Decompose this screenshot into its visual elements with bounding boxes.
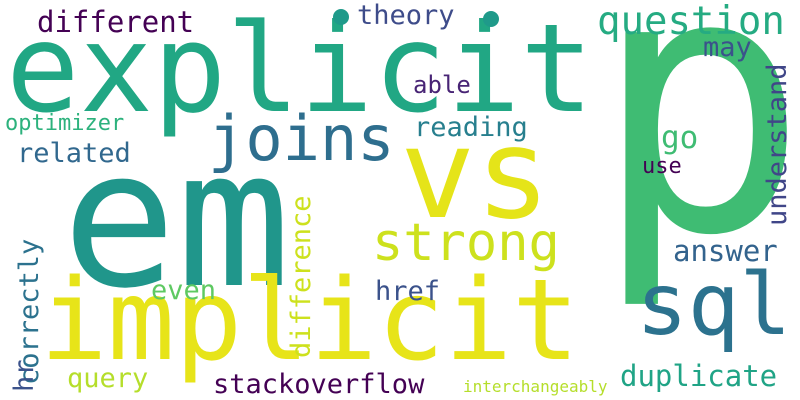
word-href: href bbox=[375, 276, 441, 307]
word-different: different bbox=[37, 5, 195, 39]
word-vs: vs bbox=[400, 102, 551, 247]
word-p: p bbox=[592, 0, 800, 314]
word-difference: difference bbox=[286, 195, 317, 358]
word-query: query bbox=[67, 363, 149, 394]
word-hr: hr bbox=[9, 359, 40, 392]
word-theory: theory bbox=[357, 0, 455, 31]
word-answer: answer bbox=[673, 234, 778, 268]
word-interchangeably: interchangeably bbox=[463, 377, 608, 396]
word-stackoverflow: stackoverflow bbox=[213, 369, 425, 400]
word-strong: strong bbox=[372, 213, 560, 273]
word-understand: understand bbox=[762, 63, 793, 226]
word-implicit: implicit bbox=[40, 256, 580, 386]
word-may: may bbox=[703, 32, 752, 63]
word-joins: joins bbox=[208, 102, 395, 175]
word-explicit: explicit bbox=[6, 0, 594, 140]
word-go: go bbox=[661, 120, 699, 156]
dot-mark-2 bbox=[483, 11, 499, 27]
word-use: use bbox=[642, 154, 682, 179]
word-optimizer: optimizer bbox=[5, 111, 125, 136]
word-reading: reading bbox=[414, 112, 528, 143]
word-even: even bbox=[151, 275, 217, 306]
word-able: able bbox=[413, 71, 471, 99]
word-related: related bbox=[17, 138, 131, 169]
word-duplicate: duplicate bbox=[620, 359, 778, 393]
word-sql: sql bbox=[636, 255, 792, 355]
word-question: question bbox=[597, 0, 785, 44]
dot-mark-1 bbox=[333, 9, 349, 25]
word-em: em bbox=[62, 109, 291, 330]
